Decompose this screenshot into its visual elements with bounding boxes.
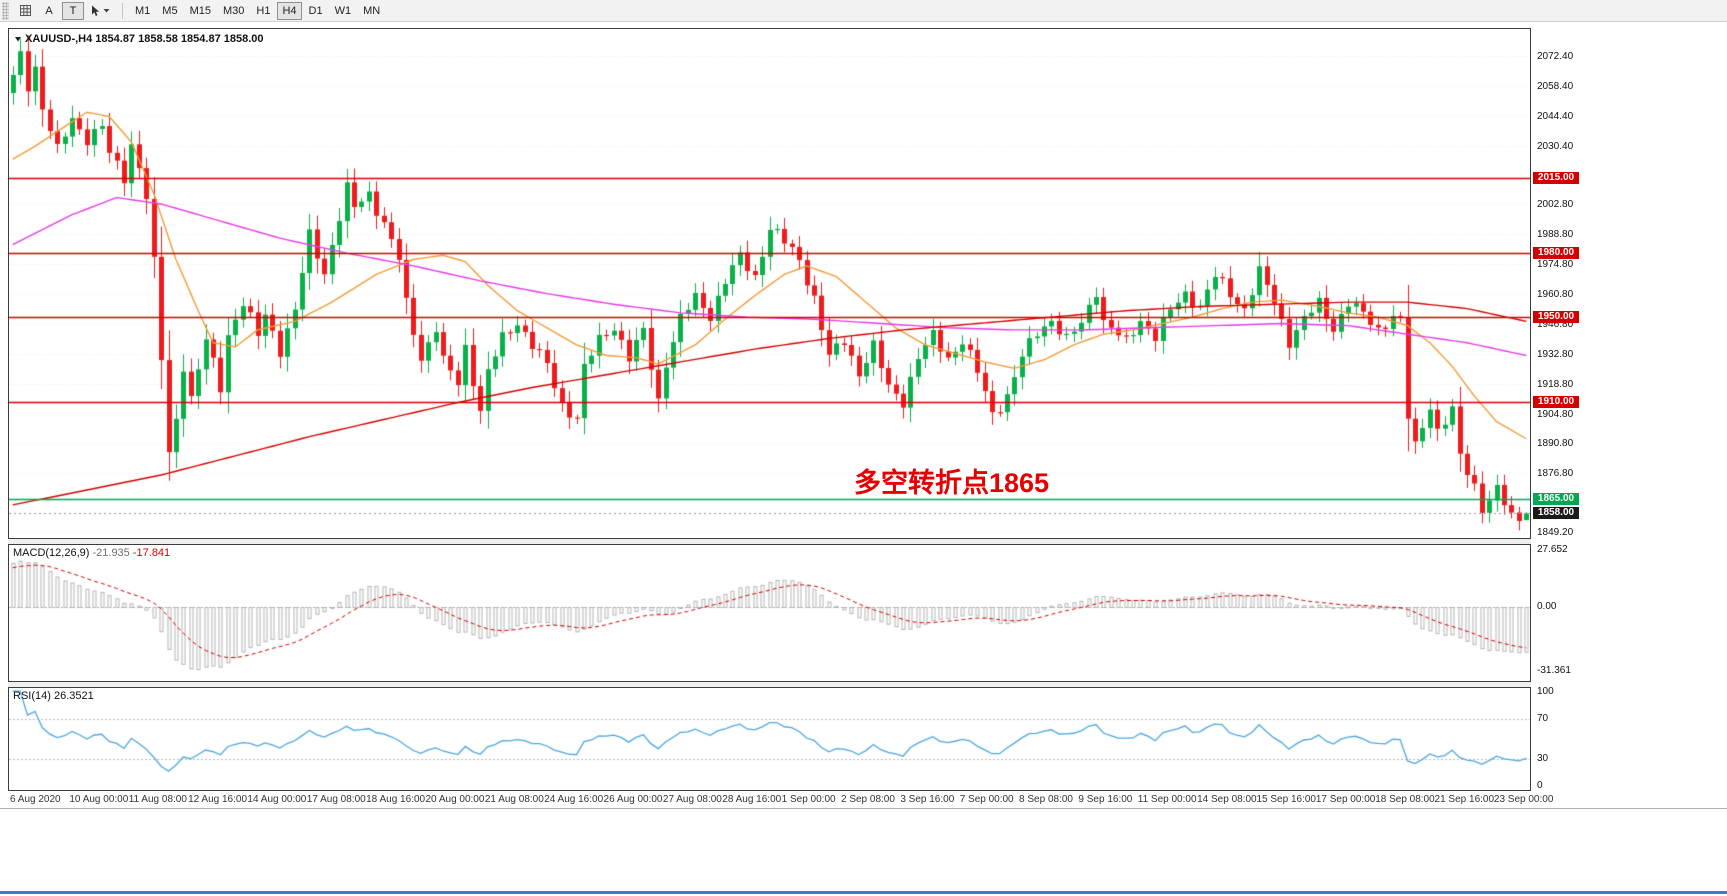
macd-value-signal: -17.841: [132, 547, 171, 559]
time-axis-label: 14 Aug 00:00: [247, 794, 307, 805]
price-axis-label: 1932.80: [1537, 348, 1574, 360]
price-axis-label: 1890.80: [1537, 438, 1574, 450]
price-axis-label: 2030.40: [1537, 140, 1574, 152]
price-axis-label: 1974.80: [1537, 259, 1574, 271]
chart-annotation-text[interactable]: 多空转折点1865: [854, 468, 1050, 498]
price-axis-label: 1946.80: [1537, 318, 1574, 330]
price-level-box: 1865.00: [1533, 492, 1579, 505]
macd-name: MACD(12,26,9): [13, 547, 90, 559]
timeframe-button-d1[interactable]: D1: [304, 2, 328, 20]
rsi-pane[interactable]: RSI(14) 26.3521: [8, 687, 1531, 791]
rsi-value: 26.3521: [53, 690, 94, 702]
timeframe-button-m1[interactable]: M1: [130, 2, 155, 20]
macd-label: MACD(12,26,9) -21.935 -17.841: [13, 547, 170, 559]
timeframe-button-w1[interactable]: W1: [330, 2, 357, 20]
timeframe-group: M1 M5 M15 M30 H1 H4 D1 W1 MN: [130, 1, 385, 20]
time-axis-label: 2 Sep 08:00: [840, 794, 895, 805]
cursor-icon: [92, 5, 100, 16]
time-axis-label: 7 Sep 00:00: [959, 794, 1014, 805]
label-a-button[interactable]: A: [38, 2, 60, 20]
rsi-name: RSI(14): [13, 690, 51, 702]
time-axis-label: 11 Aug 08:00: [128, 794, 187, 805]
rsi-axis: 100 70 30 0: [1532, 687, 1727, 791]
cursor-tool-button[interactable]: [86, 2, 115, 20]
price-axis-label: 2058.40: [1537, 80, 1574, 92]
macd-pane[interactable]: MACD(12,26,9) -21.935 -17.841: [8, 544, 1531, 682]
time-axis-label: 6 Aug 2020: [10, 794, 61, 805]
time-axis-label: 17 Aug 08:00: [306, 794, 366, 805]
price-level-box: 1950.00: [1533, 311, 1579, 324]
macd-axis: 27.652 0.00 -31.361: [1532, 544, 1727, 682]
caret-down-icon: [103, 9, 110, 13]
price-level-box: 1980.00: [1533, 247, 1579, 260]
time-axis[interactable]: 6 Aug 2020 10 Aug 00:00 11 Aug 08:00 12 Aug…: [8, 791, 1718, 808]
toolbar-drag-handle[interactable]: [2, 1, 9, 20]
time-axis-label: 9 Sep 16:00: [1078, 794, 1133, 805]
window-bottom-border: [0, 891, 1727, 894]
price-axis-label: 2044.40: [1537, 110, 1574, 122]
rsi-canvas[interactable]: [9, 688, 1530, 790]
rsi-axis-label: 0: [1537, 780, 1543, 791]
symbol-ohlc-text: XAUUSD-,H4 1854.87 1858.58 1854.87 1858.…: [25, 33, 264, 45]
main-chart-pane[interactable]: XAUUSD-,H4 1854.87 1858.58 1854.87 1858.…: [8, 28, 1531, 539]
time-axis-label: 20 Aug 00:00: [425, 794, 485, 805]
rsi-axis-label: 70: [1537, 712, 1549, 724]
price-axis-label: 1849.20: [1537, 527, 1574, 539]
time-axis-label: 15 Sep 16:00: [1256, 794, 1316, 805]
price-axis-label: 1988.80: [1537, 229, 1574, 241]
time-axis-label: 17 Sep 00:00: [1315, 794, 1376, 805]
time-axis-label: 1 Sep 00:00: [781, 794, 836, 805]
current-price-box: 1858.00: [1533, 507, 1579, 520]
timeframe-button-mn[interactable]: MN: [358, 2, 385, 20]
price-axis-label: 2002.80: [1537, 199, 1574, 211]
time-axis-label: 28 Aug 16:00: [722, 794, 782, 805]
chart-dropdown-arrow-icon[interactable]: [14, 35, 22, 43]
time-axis-label: 12 Aug 16:00: [188, 794, 248, 805]
timeframe-button-h1[interactable]: H1: [251, 2, 275, 20]
macd-axis-label: 0.00: [1537, 600, 1557, 612]
price-axis-label: 1960.80: [1537, 289, 1574, 301]
time-axis-label: 27 Aug 08:00: [662, 794, 722, 805]
time-axis-label: 10 Aug 00:00: [69, 794, 129, 805]
timeframe-button-m15[interactable]: M15: [185, 2, 216, 20]
terminal-strip: [0, 808, 1727, 891]
new-order-grid-button[interactable]: [14, 2, 36, 20]
timeframe-button-m30[interactable]: M30: [218, 2, 249, 20]
time-axis-label: 21 Sep 16:00: [1434, 794, 1495, 805]
chart-header: XAUUSD-,H4 1854.87 1858.58 1854.87 1858.…: [14, 33, 264, 45]
time-axis-label: 3 Sep 16:00: [900, 794, 955, 805]
timeframe-button-m5[interactable]: M5: [157, 2, 182, 20]
toolbar: A T M1 M5 M15 M30 H1 H4 D1 W1 MN: [0, 0, 1727, 22]
price-axis-label: 1876.80: [1537, 468, 1574, 480]
time-axis-label: 8 Sep 08:00: [1019, 794, 1073, 805]
time-axis-label: 18 Aug 16:00: [366, 794, 426, 805]
price-chart-canvas[interactable]: [9, 29, 1530, 538]
timeframe-button-h4[interactable]: H4: [277, 1, 302, 20]
price-axis-label: 1904.80: [1537, 408, 1574, 420]
price-axis[interactable]: 2072.40 2058.40 2044.40 2030.40 2002.80 1988.…: [1532, 28, 1727, 539]
price-level-box: 1910.00: [1533, 396, 1579, 409]
macd-canvas[interactable]: [9, 545, 1530, 681]
time-axis-label: 23 Sep 00:00: [1493, 794, 1554, 805]
macd-axis-label: -31.361: [1537, 665, 1571, 677]
macd-axis-label: 27.652: [1537, 543, 1568, 555]
pane-splitter-2[interactable]: [8, 682, 1531, 687]
time-axis-label: 21 Aug 08:00: [484, 794, 544, 805]
text-tool-button[interactable]: T: [62, 1, 84, 20]
time-axis-label: 26 Aug 00:00: [603, 794, 663, 805]
rsi-axis-label: 30: [1537, 753, 1549, 765]
time-axis-label: 18 Sep 08:00: [1375, 794, 1435, 805]
price-axis-label: 1918.80: [1537, 378, 1574, 390]
rsi-label: RSI(14) 26.3521: [13, 690, 94, 702]
price-axis-label: 2072.40: [1537, 50, 1574, 62]
macd-value-main: -21.935: [92, 547, 130, 559]
pane-splitter[interactable]: [8, 539, 1531, 544]
time-axis-label: 14 Sep 08:00: [1197, 794, 1257, 805]
price-level-box: 2015.00: [1533, 172, 1579, 185]
toolbar-separator: [122, 2, 123, 19]
rsi-axis-label: 100: [1537, 686, 1554, 697]
time-axis-label: 24 Aug 16:00: [544, 794, 604, 805]
grid-icon: [19, 5, 31, 16]
time-axis-label: 11 Sep 00:00: [1137, 794, 1197, 805]
